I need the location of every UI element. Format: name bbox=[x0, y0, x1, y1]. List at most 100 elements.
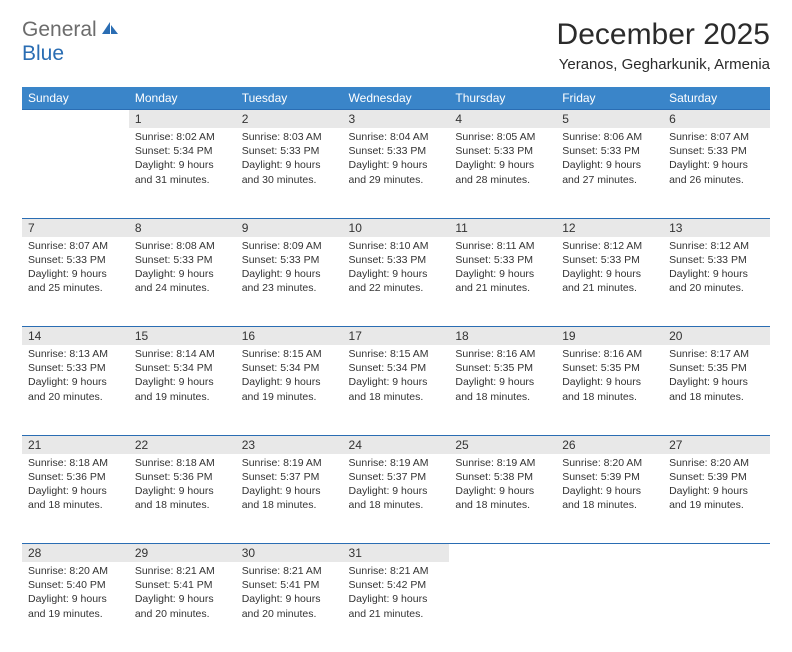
sunset-text: Sunset: 5:33 PM bbox=[669, 253, 764, 267]
sunset-text: Sunset: 5:33 PM bbox=[455, 253, 550, 267]
sunrise-text: Sunrise: 8:21 AM bbox=[242, 564, 337, 578]
sunset-text: Sunset: 5:34 PM bbox=[242, 361, 337, 375]
sunrise-text: Sunrise: 8:19 AM bbox=[242, 456, 337, 470]
sunset-text: Sunset: 5:38 PM bbox=[455, 470, 550, 484]
day-content-cell: Sunrise: 8:07 AMSunset: 5:33 PMDaylight:… bbox=[22, 237, 129, 327]
day-content-cell bbox=[22, 128, 129, 218]
sunrise-text: Sunrise: 8:06 AM bbox=[562, 130, 657, 144]
day-number-cell: 11 bbox=[449, 218, 556, 237]
sunset-text: Sunset: 5:33 PM bbox=[669, 144, 764, 158]
sunrise-text: Sunrise: 8:20 AM bbox=[669, 456, 764, 470]
day-number-row: 123456 bbox=[22, 110, 770, 129]
sunset-text: Sunset: 5:33 PM bbox=[349, 144, 444, 158]
daylight-text: Daylight: 9 hours and 18 minutes. bbox=[669, 375, 764, 403]
col-wednesday: Wednesday bbox=[343, 87, 450, 110]
day-number-cell: 10 bbox=[343, 218, 450, 237]
day-content-cell: Sunrise: 8:15 AMSunset: 5:34 PMDaylight:… bbox=[343, 345, 450, 435]
sunset-text: Sunset: 5:42 PM bbox=[349, 578, 444, 592]
day-number-cell: 5 bbox=[556, 110, 663, 129]
day-number-cell: 31 bbox=[343, 544, 450, 563]
logo-word2: Blue bbox=[22, 42, 64, 65]
day-content-cell: Sunrise: 8:06 AMSunset: 5:33 PMDaylight:… bbox=[556, 128, 663, 218]
day-content-row: Sunrise: 8:13 AMSunset: 5:33 PMDaylight:… bbox=[22, 345, 770, 435]
sunset-text: Sunset: 5:41 PM bbox=[242, 578, 337, 592]
sunrise-text: Sunrise: 8:10 AM bbox=[349, 239, 444, 253]
sunrise-text: Sunrise: 8:12 AM bbox=[669, 239, 764, 253]
col-monday: Monday bbox=[129, 87, 236, 110]
sunrise-text: Sunrise: 8:16 AM bbox=[562, 347, 657, 361]
sunrise-text: Sunrise: 8:19 AM bbox=[455, 456, 550, 470]
day-content-cell: Sunrise: 8:10 AMSunset: 5:33 PMDaylight:… bbox=[343, 237, 450, 327]
sunset-text: Sunset: 5:33 PM bbox=[242, 144, 337, 158]
sunset-text: Sunset: 5:33 PM bbox=[28, 253, 123, 267]
day-content-cell: Sunrise: 8:21 AMSunset: 5:42 PMDaylight:… bbox=[343, 562, 450, 652]
sunrise-text: Sunrise: 8:15 AM bbox=[349, 347, 444, 361]
daylight-text: Daylight: 9 hours and 28 minutes. bbox=[455, 158, 550, 186]
day-content-cell: Sunrise: 8:16 AMSunset: 5:35 PMDaylight:… bbox=[449, 345, 556, 435]
day-content-cell: Sunrise: 8:21 AMSunset: 5:41 PMDaylight:… bbox=[236, 562, 343, 652]
sunrise-text: Sunrise: 8:21 AM bbox=[349, 564, 444, 578]
day-content-cell: Sunrise: 8:11 AMSunset: 5:33 PMDaylight:… bbox=[449, 237, 556, 327]
day-content-cell: Sunrise: 8:07 AMSunset: 5:33 PMDaylight:… bbox=[663, 128, 770, 218]
sunrise-text: Sunrise: 8:18 AM bbox=[135, 456, 230, 470]
daylight-text: Daylight: 9 hours and 19 minutes. bbox=[28, 592, 123, 620]
day-number-cell: 27 bbox=[663, 435, 770, 454]
day-number-cell: 20 bbox=[663, 327, 770, 346]
daylight-text: Daylight: 9 hours and 25 minutes. bbox=[28, 267, 123, 295]
day-number-cell: 30 bbox=[236, 544, 343, 563]
sunrise-text: Sunrise: 8:05 AM bbox=[455, 130, 550, 144]
sunrise-text: Sunrise: 8:11 AM bbox=[455, 239, 550, 253]
daylight-text: Daylight: 9 hours and 27 minutes. bbox=[562, 158, 657, 186]
day-content-cell: Sunrise: 8:14 AMSunset: 5:34 PMDaylight:… bbox=[129, 345, 236, 435]
day-content-cell: Sunrise: 8:20 AMSunset: 5:40 PMDaylight:… bbox=[22, 562, 129, 652]
sunset-text: Sunset: 5:36 PM bbox=[135, 470, 230, 484]
sunset-text: Sunset: 5:37 PM bbox=[349, 470, 444, 484]
day-number-cell: 29 bbox=[129, 544, 236, 563]
title-block: December 2025 Yeranos, Gegharkunik, Arme… bbox=[557, 18, 770, 73]
sunset-text: Sunset: 5:39 PM bbox=[562, 470, 657, 484]
day-number-cell: 15 bbox=[129, 327, 236, 346]
daylight-text: Daylight: 9 hours and 18 minutes. bbox=[562, 375, 657, 403]
daylight-text: Daylight: 9 hours and 20 minutes. bbox=[135, 592, 230, 620]
sunset-text: Sunset: 5:34 PM bbox=[349, 361, 444, 375]
sunrise-text: Sunrise: 8:18 AM bbox=[28, 456, 123, 470]
day-content-cell bbox=[556, 562, 663, 652]
sunrise-text: Sunrise: 8:12 AM bbox=[562, 239, 657, 253]
month-title: December 2025 bbox=[557, 18, 770, 52]
day-content-cell: Sunrise: 8:20 AMSunset: 5:39 PMDaylight:… bbox=[663, 454, 770, 544]
weekday-header-row: Sunday Monday Tuesday Wednesday Thursday… bbox=[22, 87, 770, 110]
daylight-text: Daylight: 9 hours and 21 minutes. bbox=[455, 267, 550, 295]
day-number-cell: 26 bbox=[556, 435, 663, 454]
daylight-text: Daylight: 9 hours and 19 minutes. bbox=[242, 375, 337, 403]
day-number-cell: 22 bbox=[129, 435, 236, 454]
sunrise-text: Sunrise: 8:03 AM bbox=[242, 130, 337, 144]
logo: General Blue bbox=[22, 18, 120, 66]
sunset-text: Sunset: 5:37 PM bbox=[242, 470, 337, 484]
day-content-row: Sunrise: 8:20 AMSunset: 5:40 PMDaylight:… bbox=[22, 562, 770, 652]
day-number-cell: 28 bbox=[22, 544, 129, 563]
daylight-text: Daylight: 9 hours and 18 minutes. bbox=[242, 484, 337, 512]
sunset-text: Sunset: 5:33 PM bbox=[349, 253, 444, 267]
sunrise-text: Sunrise: 8:07 AM bbox=[28, 239, 123, 253]
sunset-text: Sunset: 5:34 PM bbox=[135, 144, 230, 158]
day-number-row: 14151617181920 bbox=[22, 327, 770, 346]
sunrise-text: Sunrise: 8:13 AM bbox=[28, 347, 123, 361]
sunrise-text: Sunrise: 8:08 AM bbox=[135, 239, 230, 253]
day-number-cell: 2 bbox=[236, 110, 343, 129]
day-number-cell bbox=[22, 110, 129, 129]
day-number-cell: 9 bbox=[236, 218, 343, 237]
location-text: Yeranos, Gegharkunik, Armenia bbox=[557, 56, 770, 73]
day-content-cell: Sunrise: 8:08 AMSunset: 5:33 PMDaylight:… bbox=[129, 237, 236, 327]
sunset-text: Sunset: 5:41 PM bbox=[135, 578, 230, 592]
daylight-text: Daylight: 9 hours and 21 minutes. bbox=[562, 267, 657, 295]
day-number-cell bbox=[449, 544, 556, 563]
day-number-cell: 25 bbox=[449, 435, 556, 454]
day-number-cell: 14 bbox=[22, 327, 129, 346]
day-content-cell: Sunrise: 8:18 AMSunset: 5:36 PMDaylight:… bbox=[129, 454, 236, 544]
day-content-cell: Sunrise: 8:21 AMSunset: 5:41 PMDaylight:… bbox=[129, 562, 236, 652]
day-content-cell: Sunrise: 8:05 AMSunset: 5:33 PMDaylight:… bbox=[449, 128, 556, 218]
day-content-cell bbox=[449, 562, 556, 652]
day-number-row: 21222324252627 bbox=[22, 435, 770, 454]
day-number-row: 28293031 bbox=[22, 544, 770, 563]
daylight-text: Daylight: 9 hours and 29 minutes. bbox=[349, 158, 444, 186]
